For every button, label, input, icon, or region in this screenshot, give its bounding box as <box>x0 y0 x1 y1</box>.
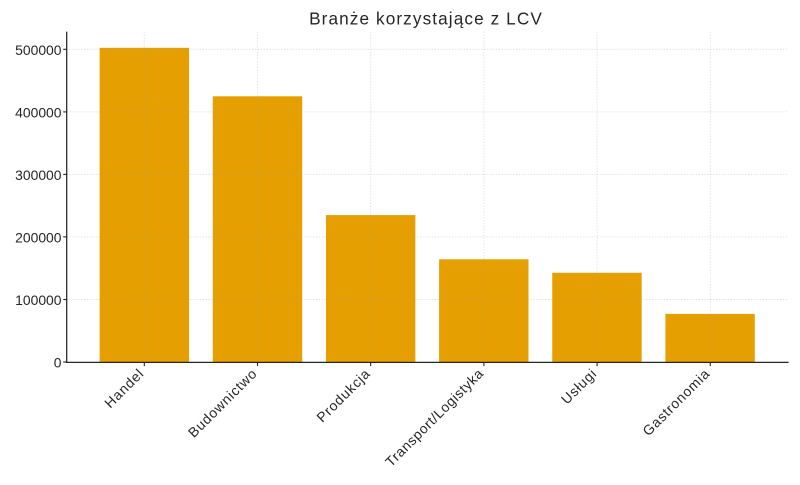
svg-text:200000: 200000 <box>15 230 62 246</box>
svg-text:500000: 500000 <box>15 42 62 58</box>
svg-text:0: 0 <box>54 355 62 371</box>
svg-text:100000: 100000 <box>15 292 62 308</box>
svg-text:300000: 300000 <box>15 167 62 183</box>
svg-text:400000: 400000 <box>15 105 62 121</box>
svg-text:Branże korzystające z LCV: Branże korzystające z LCV <box>309 8 543 28</box>
